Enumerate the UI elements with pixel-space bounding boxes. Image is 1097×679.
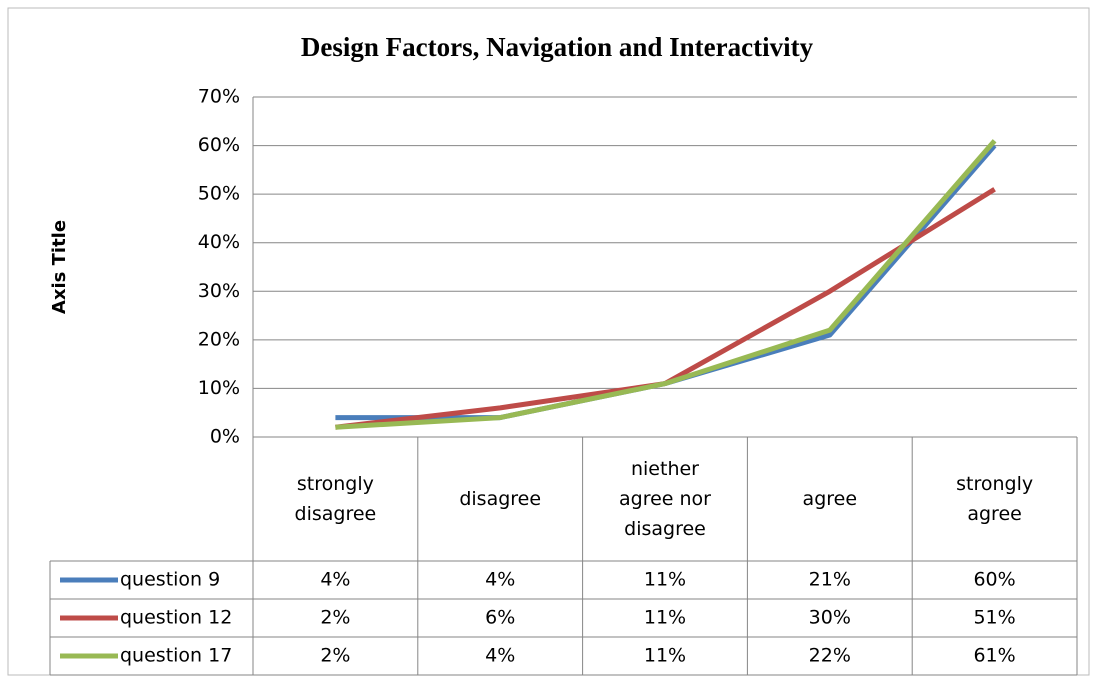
y-tick-label: 20% [198, 328, 240, 350]
series-line [335, 187, 996, 430]
table-value: 2% [320, 607, 350, 629]
table-value: 2% [320, 645, 350, 667]
table-value: 30% [809, 607, 851, 629]
table-value: 6% [485, 607, 515, 629]
table-value: 4% [485, 645, 515, 667]
table-value: 21% [809, 569, 851, 591]
y-tick-label: 30% [198, 280, 240, 302]
table-value: 51% [973, 607, 1015, 629]
y-tick-label: 50% [198, 183, 240, 205]
x-tick-label: disagree [459, 488, 542, 510]
table-value: 60% [973, 569, 1015, 591]
x-tick-label: strongly agree [956, 473, 1034, 525]
x-tick-label: agree [802, 488, 858, 510]
table-value: 11% [644, 569, 686, 591]
legend-label: question 17 [120, 645, 232, 667]
y-tick-label: 10% [198, 377, 240, 399]
x-tick-label: strongly disagree [294, 473, 377, 525]
x-tick-label: niether agree nor disagree [619, 458, 711, 540]
legend-label: question 9 [120, 569, 220, 591]
series-line [335, 139, 997, 430]
y-tick-label: 60% [198, 134, 240, 156]
legend-label: question 12 [120, 607, 232, 629]
table-value: 11% [644, 607, 686, 629]
table-value: 4% [485, 569, 515, 591]
table-value: 11% [644, 645, 686, 667]
y-axis-title: Axis Title [49, 220, 70, 314]
table-value: 61% [973, 645, 1015, 667]
y-tick-label: 40% [198, 231, 240, 253]
table-value: 4% [320, 569, 350, 591]
table-value: 22% [809, 645, 851, 667]
series-line [335, 143, 997, 421]
y-tick-label: 0% [210, 426, 240, 448]
chart-title: Design Factors, Navigation and Interacti… [301, 32, 814, 62]
y-tick-label: 70% [198, 86, 240, 108]
